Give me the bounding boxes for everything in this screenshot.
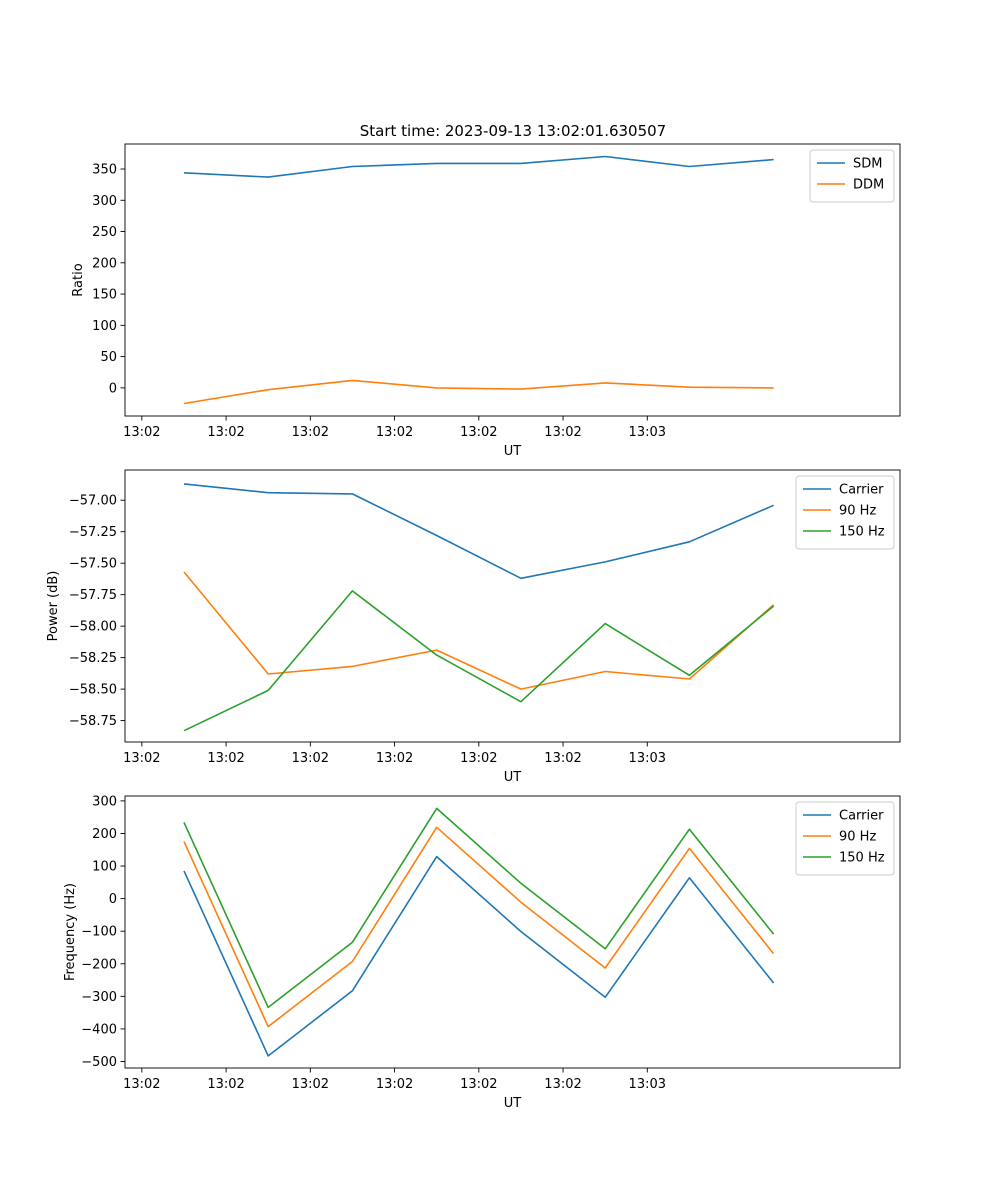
- x-tick-label: 13:02: [460, 425, 497, 440]
- x-tick-label: 13:02: [376, 751, 413, 766]
- x-tick-label: 13:02: [292, 425, 329, 440]
- x-tick-label: 13:02: [292, 751, 329, 766]
- x-tick-label: 13:02: [544, 1077, 581, 1092]
- series-line-carrier: [183, 855, 775, 1057]
- y-tick-label: −58.50: [69, 683, 117, 698]
- x-tick-label: 13:02: [123, 751, 160, 766]
- y-tick-label: −57.50: [69, 557, 117, 572]
- y-tick-label: −57.25: [69, 525, 117, 540]
- x-tick-label: 13:02: [123, 1077, 160, 1092]
- y-axis-label: Power (dB): [46, 571, 61, 642]
- plot-area: [125, 470, 900, 742]
- y-tick-label: 300: [92, 794, 117, 809]
- y-tick-label: 200: [92, 256, 117, 271]
- series-line-carrier: [183, 483, 774, 580]
- y-tick-label: −400: [81, 1022, 117, 1037]
- legend-label-90-hz: 90 Hz: [839, 504, 876, 519]
- y-tick-label: −500: [81, 1055, 117, 1070]
- x-tick-label: 13:02: [544, 425, 581, 440]
- series-line-150-hz: [183, 590, 775, 732]
- x-axis-label: UT: [504, 1096, 522, 1111]
- y-tick-label: 50: [100, 350, 117, 365]
- legend-label-150-hz: 150 Hz: [839, 851, 885, 866]
- y-tick-label: −300: [81, 990, 117, 1005]
- frequency-subplot: 13:02 13:02 13:02 13:02 13:02 13:02 13:03 UT −50…: [63, 794, 901, 1111]
- y-tick-label: −58.75: [69, 714, 117, 729]
- y-tick-label: −57.75: [69, 588, 117, 603]
- plot-area: [125, 144, 900, 416]
- y-tick-label: 250: [92, 225, 117, 240]
- legend-label-90-hz: 90 Hz: [839, 830, 876, 845]
- y-tick-label: 0: [109, 892, 117, 907]
- legend-label-carrier: Carrier: [839, 483, 884, 498]
- figure-title: Start time: 2023-09-13 13:02:01.630507: [360, 122, 666, 140]
- y-axis-label: Ratio: [71, 263, 86, 296]
- ratio-subplot: 13:02 13:02 13:02 13:02 13:02 13:02 13:03 UT 0 50…: [71, 143, 901, 459]
- y-tick-label: −200: [81, 957, 117, 972]
- legend-label-150-hz: 150 Hz: [839, 525, 885, 540]
- x-tick-label: 13:02: [460, 1077, 497, 1092]
- x-tick-label: 13:02: [207, 751, 244, 766]
- y-tick-label: 300: [92, 194, 117, 209]
- axes-frame: [124, 795, 901, 1069]
- series-line-150-hz: [183, 807, 775, 1009]
- plot-area: [125, 796, 900, 1068]
- y-tick-label: −100: [81, 925, 117, 940]
- y-tick-label: 0: [109, 381, 117, 396]
- series-line-ddm: [183, 379, 774, 405]
- y-tick-label: 100: [92, 319, 117, 334]
- y-tick-label: 100: [92, 860, 117, 875]
- y-tick-label: −58.25: [69, 651, 117, 666]
- y-tick-label: 150: [92, 288, 117, 303]
- y-tick-label: 200: [92, 827, 117, 842]
- series-line-90-hz: [183, 826, 775, 1028]
- x-tick-label: 13:02: [292, 1077, 329, 1092]
- x-tick-label: 13:03: [629, 1077, 666, 1092]
- x-axis-label: UT: [504, 444, 522, 459]
- series-line-sdm: [183, 155, 774, 178]
- x-tick-label: 13:02: [207, 425, 244, 440]
- y-axis-label: Frequency (Hz): [63, 883, 78, 981]
- x-tick-label: 13:02: [207, 1077, 244, 1092]
- y-tick-label: −57.00: [69, 494, 117, 509]
- axes-frame: [124, 469, 901, 743]
- y-tick-label: 350: [92, 163, 117, 178]
- legend-label-carrier: Carrier: [839, 809, 884, 824]
- x-tick-label: 13:02: [376, 425, 413, 440]
- legend-label-sdm: SDM: [853, 157, 882, 172]
- y-tick-label: −58.00: [69, 620, 117, 635]
- axes-frame: [124, 143, 901, 417]
- power-subplot: 13:02 13:02 13:02 13:02 13:02 13:02 13:03 UT −58…: [46, 469, 901, 785]
- x-tick-label: 13:02: [544, 751, 581, 766]
- x-axis-label: UT: [504, 770, 522, 785]
- x-tick-label: 13:03: [629, 425, 666, 440]
- legend-label-ddm: DDM: [853, 178, 884, 193]
- x-tick-label: 13:02: [123, 425, 160, 440]
- x-tick-label: 13:03: [629, 751, 666, 766]
- x-tick-label: 13:02: [376, 1077, 413, 1092]
- x-tick-label: 13:02: [460, 751, 497, 766]
